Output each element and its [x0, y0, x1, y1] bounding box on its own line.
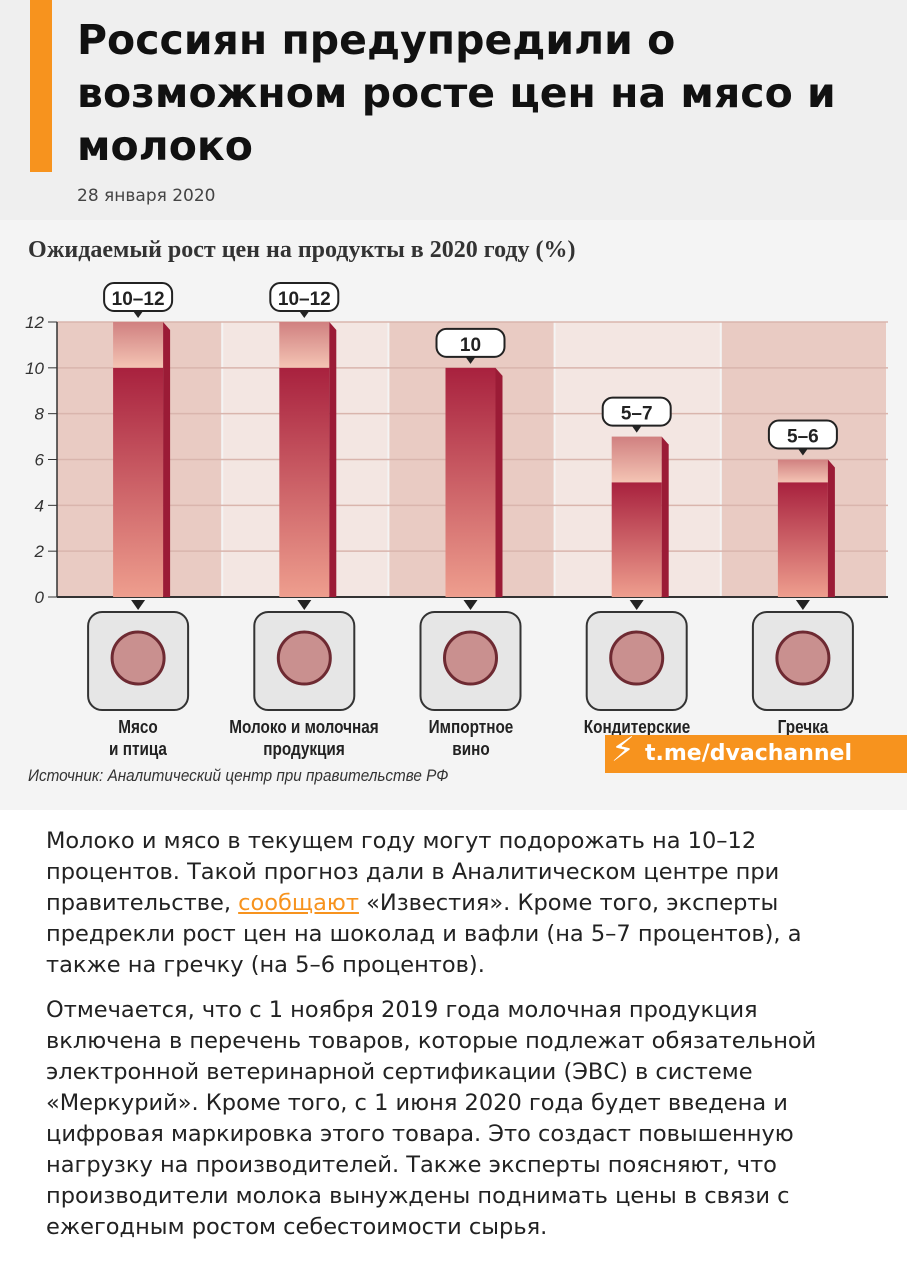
bar: [113, 367, 164, 597]
x-marker: [795, 600, 810, 610]
category-label-line: Мясо: [118, 717, 158, 737]
dairy-icon-glyph: [276, 630, 332, 686]
bar-side: [661, 436, 669, 597]
y-tick-label: 6: [35, 451, 45, 470]
y-tick-label: 12: [25, 313, 44, 332]
lightning-icon: ⚡: [611, 730, 635, 770]
data-label: 5–7: [621, 404, 653, 425]
category-label: Гречка: [726, 716, 879, 760]
category-label: Импортное вино: [394, 716, 547, 760]
data-label-pointer: [299, 311, 310, 318]
bar: [279, 367, 330, 597]
x-marker: [463, 600, 478, 610]
data-label: 10: [460, 335, 481, 356]
y-tick-label: 2: [34, 542, 45, 561]
bar: [445, 367, 496, 597]
category-label: Молоко и молочная продукция: [228, 716, 381, 760]
article-header: Россиян предупредили о возможном росте ц…: [0, 0, 907, 220]
paragraph: Отмечается, что с 1 ноября 2019 года мол…: [46, 997, 817, 1240]
bar-chart: 0 2 4 6 8 10 12 10–12 10–12 10 5–7 5–6: [25, 282, 888, 711]
watermark: ⚡ t.me/dvachannel: [605, 731, 907, 773]
bar-side: [827, 459, 835, 597]
meat-icon-glyph: [110, 630, 166, 686]
y-tick-label: 10: [25, 359, 44, 378]
watermark-text: t.me/dvachannel: [645, 741, 853, 766]
category-label: Мясо и птица: [62, 716, 215, 760]
x-marker: [131, 600, 146, 610]
wine-icon-glyph: [443, 630, 498, 686]
y-tick-label: 4: [35, 496, 44, 515]
category-label-line: Импортное: [428, 717, 513, 737]
bar-side: [163, 322, 171, 597]
data-label-pointer: [133, 311, 144, 318]
text: «Известия». Кроме того, эксперты предрек…: [46, 890, 802, 978]
data-label-pointer: [465, 356, 476, 364]
data-label: 10–12: [278, 289, 331, 310]
category-label-line: вино: [451, 739, 490, 759]
bar: [777, 482, 828, 597]
data-label: 5–6: [787, 427, 819, 448]
text: Молоко и мясо в текущем году могут подор…: [46, 828, 780, 916]
page-title: Россиян предупредили о возможном росте ц…: [77, 16, 836, 170]
bar-range: [777, 459, 828, 483]
x-marker: [629, 600, 644, 610]
data-label-pointer: [797, 448, 808, 456]
bar-side: [329, 322, 337, 597]
bar-range: [113, 322, 164, 368]
accent-bar: [30, 0, 52, 172]
category-label-line: Гречка: [777, 717, 829, 737]
bar-range: [279, 322, 330, 368]
cake-icon-glyph: [609, 630, 665, 686]
category-label-line: и птица: [109, 739, 168, 759]
category-label-line: Молоко и молочная: [229, 717, 380, 737]
chart-title: Ожидаемый рост цен на продукты в 2020 го…: [28, 237, 576, 263]
buckwheat-icon-glyph: [775, 630, 831, 686]
category-label-line: продукция: [263, 739, 346, 759]
publish-date: 28 января 2020: [77, 186, 216, 206]
category-label: Кондитерские: [560, 716, 713, 760]
chart-source: Источник: Аналитический центр при правит…: [28, 766, 449, 785]
data-label-pointer: [631, 425, 642, 433]
article-body: Молоко и мясо в текущем году могут подор…: [46, 826, 876, 1257]
paragraph: Молоко и мясо в текущем году могут подор…: [46, 826, 876, 981]
y-tick-label: 8: [35, 405, 45, 424]
bar: [611, 482, 662, 597]
source-link[interactable]: сообщают: [238, 890, 359, 916]
bar-range: [611, 436, 662, 483]
category-label-line: Кондитерские: [583, 717, 690, 737]
bar-side: [495, 367, 503, 597]
y-tick-label: 0: [35, 588, 45, 607]
data-label: 10–12: [112, 289, 165, 310]
x-marker: [297, 600, 312, 610]
